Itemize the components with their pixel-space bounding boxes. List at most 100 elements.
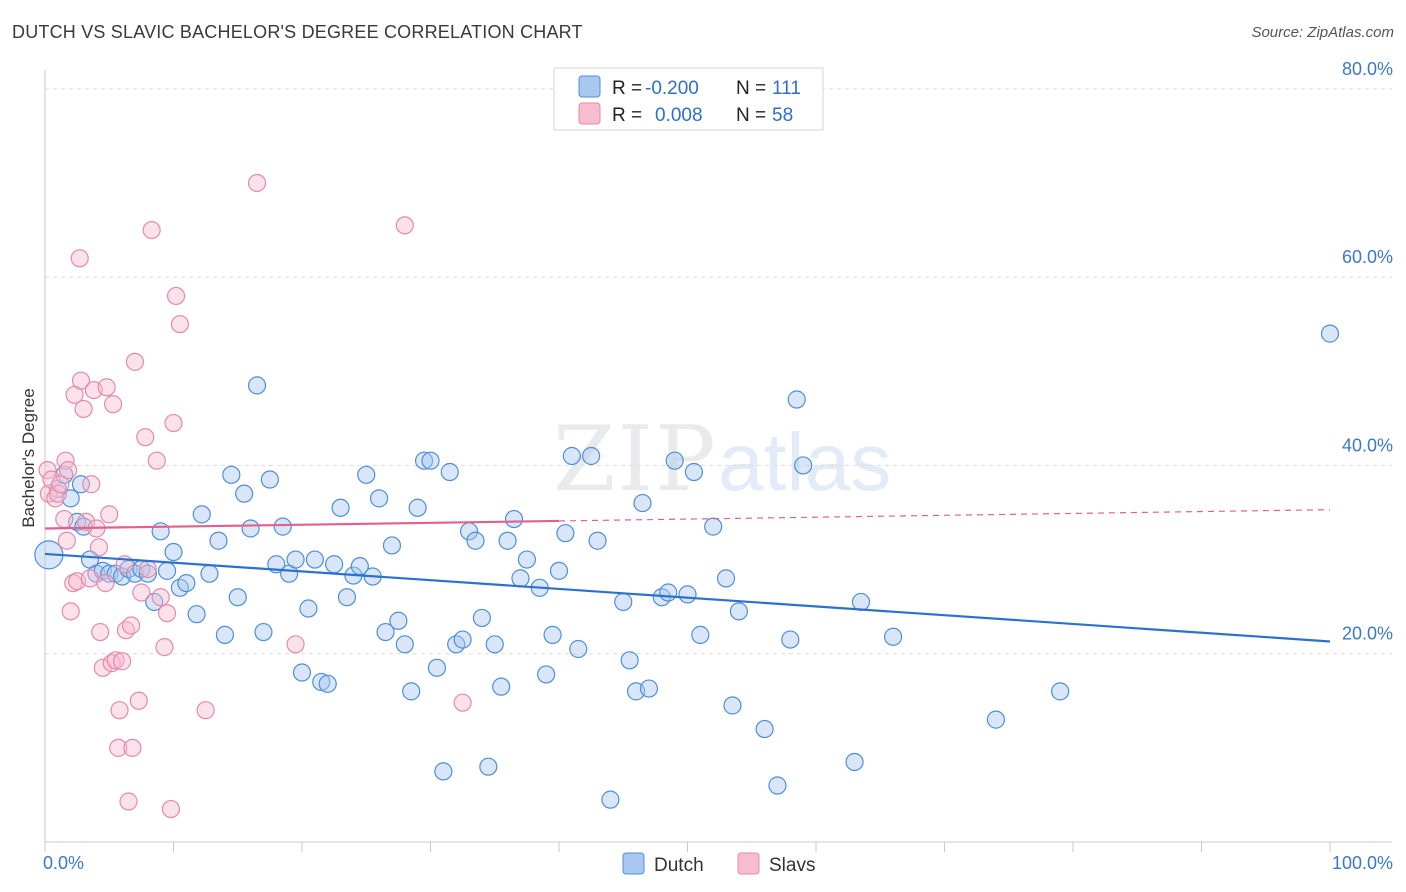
dutch-point (192, 505, 211, 524)
dutch-point (556, 524, 575, 543)
slavs-point (112, 652, 132, 671)
dutch-point (187, 605, 206, 624)
dutch-point (299, 599, 318, 618)
slavs-point (138, 559, 157, 579)
dutch-point (851, 592, 871, 612)
dutch-point (318, 674, 337, 693)
slavs-point (123, 738, 142, 757)
x-tick-labels: 0.0% 100.0% (43, 853, 1393, 873)
slavs-point (38, 461, 57, 480)
slavs-point (71, 371, 91, 390)
dutch-point (485, 635, 504, 654)
slavs-point (453, 693, 472, 712)
dutch-point (582, 446, 601, 466)
dutch-point (434, 762, 453, 781)
dutch-point (414, 451, 434, 470)
slavs-series-swatch (737, 852, 760, 875)
slavs-points (38, 173, 472, 819)
y-tick-label: 20.0% (1342, 624, 1393, 644)
slavs-point (96, 573, 115, 593)
y-tick-labels: 20.0% 40.0% 60.0% 80.0% (1342, 59, 1393, 644)
dutch-point (787, 390, 806, 409)
series-legend: Dutch Slavs (622, 852, 815, 876)
dutch-point (794, 456, 813, 475)
slavs-point (55, 509, 74, 529)
slavs-point (61, 602, 80, 621)
dutch-point (549, 561, 569, 580)
dutch-point (768, 776, 787, 795)
dutch-point (716, 569, 736, 588)
slavs-point (100, 505, 119, 524)
slavs-point (59, 461, 78, 480)
dutch-point (408, 498, 427, 517)
dutch-point (781, 630, 800, 649)
dutch-point (537, 665, 556, 684)
dutch-point (200, 564, 219, 583)
y-axis-label: Bachelor's Degree (19, 388, 38, 527)
dutch-point (337, 588, 357, 607)
y-tick-label: 60.0% (1342, 247, 1393, 267)
slavs-point (70, 249, 89, 268)
dutch-point (241, 519, 260, 538)
slavs-point (97, 378, 116, 397)
dutch-point (511, 569, 530, 588)
dutch-point (331, 498, 350, 517)
dutch-point (601, 790, 620, 809)
dutch-point (247, 376, 267, 395)
dutch-point (678, 585, 697, 604)
slavs-point (132, 583, 151, 602)
dutch-point (588, 531, 607, 550)
slavs-point (125, 352, 145, 371)
dutch-point (71, 475, 91, 494)
slavs-point (104, 395, 123, 414)
dutch-point (305, 550, 324, 569)
dutch-point (755, 719, 774, 739)
dutch-point (1051, 682, 1070, 701)
dutch-point (453, 630, 472, 649)
dutch-series-label: Dutch (654, 855, 704, 876)
y-tick-label: 80.0% (1342, 59, 1393, 79)
dutch-n-label: N = (736, 78, 766, 99)
y-tick-label: 40.0% (1342, 435, 1393, 455)
slavs-point (57, 531, 76, 550)
dutch-point (691, 625, 710, 644)
dutch-legend-swatch (578, 75, 601, 98)
slavs-point (142, 220, 161, 240)
slavs-point (82, 475, 101, 494)
slavs-point (136, 428, 155, 447)
dutch-point (659, 583, 678, 602)
chart-title: DUTCH VS SLAVIC BACHELOR'S DEGREE CORREL… (12, 22, 583, 42)
slavs-r-label: R = (612, 105, 642, 126)
zipatlas-watermark: ZIP atlas (553, 407, 891, 512)
dutch-point (633, 493, 652, 513)
dutch-point (312, 672, 331, 692)
axes (44, 70, 1392, 852)
dutch-point (498, 531, 517, 550)
dutch-point (138, 564, 157, 583)
slavs-point (121, 616, 141, 635)
slavs-point (164, 413, 183, 433)
slavs-point (157, 604, 177, 623)
slavs-point (129, 691, 148, 710)
gridlines (45, 88, 1392, 655)
dutch-point (215, 625, 234, 644)
slavs-point (80, 569, 100, 588)
dutch-point (620, 651, 639, 670)
dutch-point (421, 451, 440, 470)
dutch-point (222, 465, 241, 484)
dutch-point (357, 465, 376, 484)
dutch-point (543, 625, 562, 644)
dutch-point (164, 542, 183, 562)
slavs-point (155, 638, 174, 657)
dutch-point (402, 682, 421, 701)
dutch-point (562, 446, 581, 466)
slavs-point (110, 701, 129, 720)
slavs-point (46, 489, 65, 508)
slavs-r-value: 0.008 (655, 105, 703, 126)
dutch-point (157, 561, 177, 580)
slavs-point (109, 738, 128, 757)
slavs-point (77, 512, 96, 532)
dutch-point (492, 677, 511, 696)
dutch-point (440, 462, 459, 482)
